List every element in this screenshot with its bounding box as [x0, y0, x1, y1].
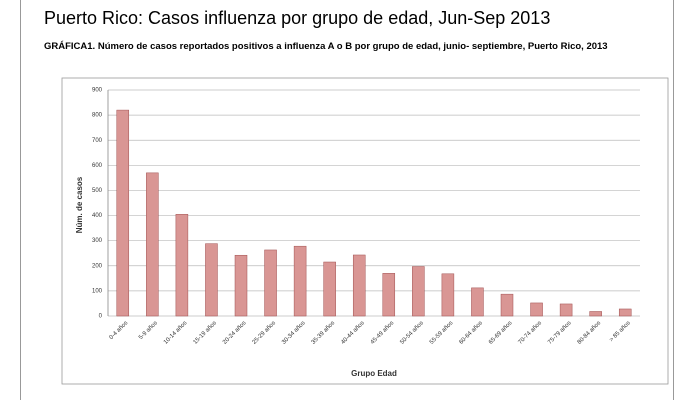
- y-tick-label: 500: [92, 188, 103, 194]
- x-tick-label: 50-54 años: [399, 320, 424, 345]
- bar: [559, 303, 573, 317]
- x-tick-label: 40-44 años: [340, 320, 365, 345]
- bar: [205, 243, 218, 317]
- bar: [264, 249, 277, 317]
- y-tick-label: 0: [99, 314, 103, 320]
- x-tick-label: 60-64 años: [458, 320, 483, 345]
- y-tick-label: 100: [92, 288, 103, 294]
- bar: [234, 254, 248, 317]
- bar: [412, 266, 425, 317]
- x-tick-label: 80-84 años: [577, 320, 602, 345]
- bar: [382, 273, 396, 317]
- x-tick-label: 5-9 años: [138, 320, 159, 341]
- y-tick-label: 800: [92, 113, 103, 119]
- bar: [441, 273, 455, 317]
- x-tick-label: 0-4 años: [109, 320, 130, 341]
- x-axis-label: Grupo Edad: [351, 369, 397, 378]
- bar: [530, 302, 543, 317]
- x-tick-label: 25-29 años: [252, 320, 277, 345]
- x-tick-label: 35-39 años: [311, 320, 336, 345]
- y-tick-label: 400: [92, 213, 103, 219]
- x-tick-label: 15-19 años: [192, 320, 217, 345]
- bar: [323, 261, 336, 317]
- y-tick-label: 900: [92, 88, 103, 94]
- x-tick-label: 55-59 años: [429, 320, 454, 345]
- x-tick-label: 75-79 años: [547, 320, 572, 345]
- bar: [589, 311, 602, 317]
- y-axis-label: Núm. de casos: [75, 176, 84, 233]
- bar: [500, 293, 514, 317]
- chart-border: [61, 77, 669, 385]
- y-tick-label: 600: [92, 163, 103, 169]
- chart-subtitle: GRÁFICA1. Número de casos reportados pos…: [44, 41, 608, 52]
- y-tick-label: 700: [92, 138, 103, 144]
- y-tick-label: 200: [92, 263, 103, 269]
- x-tick-label: 20-24 años: [222, 320, 247, 345]
- x-tick-label: > 85 años: [609, 320, 632, 343]
- bar: [618, 308, 632, 317]
- y-tick-label: 300: [92, 238, 103, 244]
- bar: [116, 109, 130, 317]
- x-tick-label: 45-49 años: [370, 320, 395, 345]
- bar: [352, 254, 366, 317]
- bar: [471, 287, 484, 317]
- frame: [20, 0, 674, 400]
- x-tick-label: 70-74 años: [518, 320, 543, 345]
- bar: [293, 245, 307, 317]
- chart-title: Puerto Rico: Casos influenza por grupo d…: [44, 8, 551, 28]
- bar: [146, 172, 159, 317]
- x-tick-label: 30-34 años: [281, 320, 306, 345]
- x-tick-label: 65-69 años: [488, 320, 513, 345]
- x-tick-label: 10-14 años: [163, 320, 188, 345]
- bar: [175, 214, 189, 317]
